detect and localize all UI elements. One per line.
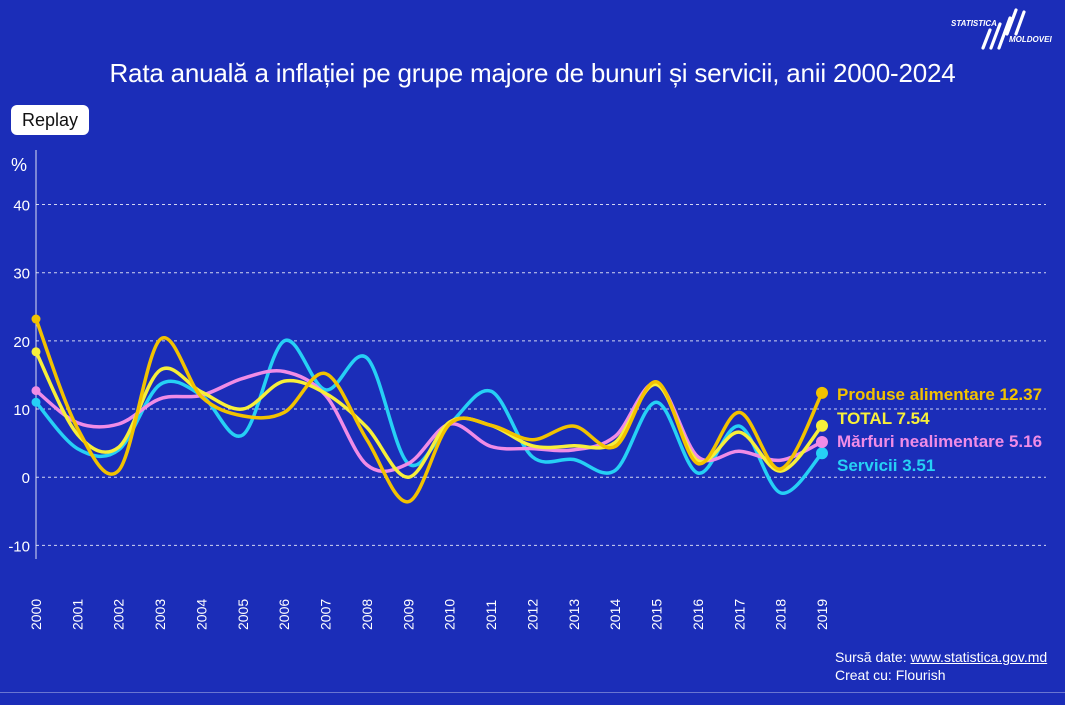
- series-end-label: Mărfuri nealimentare 5.16: [837, 432, 1042, 451]
- x-tick-label: 2012: [524, 599, 540, 630]
- replay-button[interactable]: Replay: [11, 105, 90, 135]
- x-tick-label: 2000: [28, 599, 44, 630]
- bottom-divider: [0, 692, 1065, 693]
- source-label: Sursă date:: [835, 649, 911, 665]
- series-layer: [31, 314, 828, 504]
- y-tick-label: -10: [8, 538, 30, 555]
- y-axis-unit-label: %: [11, 155, 27, 175]
- logo-text-line1: STATISTICA: [951, 19, 997, 28]
- y-tick-label: 0: [22, 470, 30, 487]
- x-tick-label: 2010: [442, 599, 458, 630]
- series-end-label: TOTAL 7.54: [837, 409, 930, 428]
- series-start-point: [31, 347, 41, 357]
- logo-bars-icon: [981, 8, 1026, 50]
- grid-layer: [36, 204, 1046, 546]
- y-tick-label: 40: [13, 198, 30, 215]
- x-tick-label: 2009: [400, 599, 416, 630]
- series-end-point: [816, 447, 828, 460]
- series-end-point: [816, 419, 828, 432]
- x-tick-label: 2001: [69, 599, 85, 630]
- x-tick-label: 2002: [111, 599, 127, 630]
- series-line: [34, 317, 824, 504]
- y-tick-label: 20: [13, 334, 30, 351]
- x-tick-label: 2017: [731, 599, 747, 630]
- source-note: Sursă date: www.statistica.gov.md Creat …: [835, 648, 1047, 684]
- y-tick-label: 30: [13, 266, 30, 283]
- statistica-moldovei-logo: STATISTICA MOLDOVEI: [951, 8, 1052, 50]
- y-tick-label: 10: [13, 402, 30, 419]
- x-tick-label: 2018: [773, 599, 789, 630]
- series-start-point: [31, 386, 41, 396]
- source-link[interactable]: www.statistica.gov.md: [910, 649, 1048, 665]
- x-tick-label: 2013: [566, 599, 582, 630]
- series-line: [34, 369, 824, 474]
- created-with-text: Creat cu: Flourish: [835, 667, 946, 683]
- series-end-label: Produse alimentare 12.37: [837, 385, 1042, 404]
- chart-title: Rata anuală a inflației pe grupe majore …: [109, 58, 956, 88]
- x-tick-label: 2011: [483, 600, 499, 630]
- logo-text-line2: MOLDOVEI: [1009, 35, 1052, 44]
- x-tick-label: 2016: [690, 599, 706, 630]
- label-layer: Produse alimentare 12.37 TOTAL 7.54 Mărfur…: [837, 385, 1042, 475]
- series-end-label: Servicii 3.51: [837, 456, 935, 475]
- series-start-point: [31, 397, 41, 407]
- x-tick-label: 2004: [193, 599, 209, 630]
- x-tick-label: 2014: [607, 599, 623, 630]
- series-end-point: [816, 436, 828, 449]
- x-tick-label: 2015: [649, 599, 665, 630]
- x-tick-label: 2007: [318, 599, 334, 630]
- series-start-point: [31, 314, 41, 324]
- x-tick-label: 2006: [276, 599, 292, 630]
- x-tick-label: 2019: [814, 599, 830, 630]
- series-line: [34, 350, 824, 479]
- x-tick-label: 2003: [152, 599, 168, 630]
- x-tick-label: 2008: [359, 599, 375, 630]
- x-tick-label: 2005: [235, 599, 251, 630]
- axis-layer: % -10 0 10 20 30 40 2000 2001 2002 2003 2004 2005 200…: [8, 150, 830, 630]
- series-end-point: [816, 386, 828, 399]
